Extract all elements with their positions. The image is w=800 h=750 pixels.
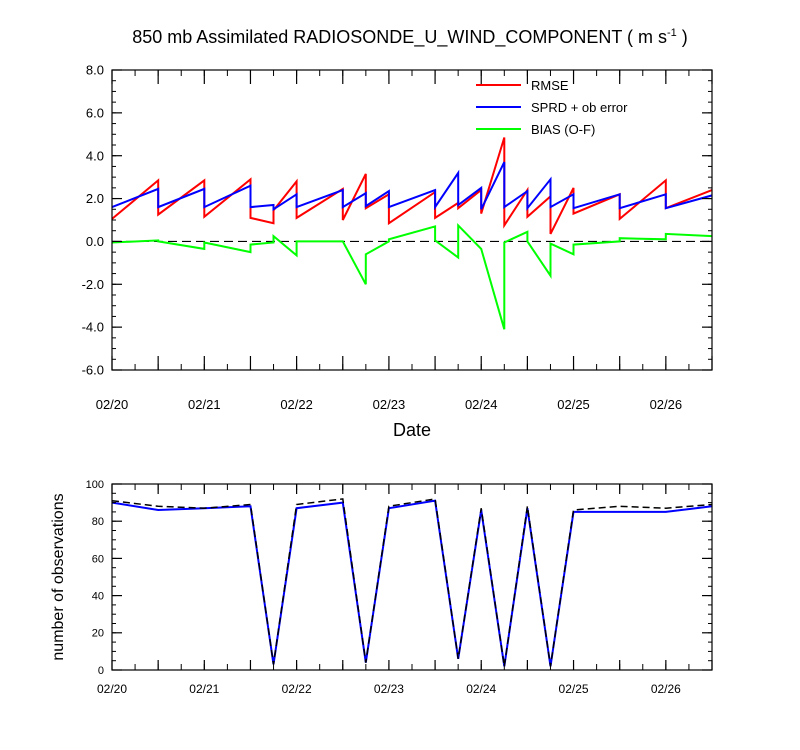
observation-count-panel: 100 80 60 40 20 0 02/20 02/21 02/22 02/23 02/24 02/… — [50, 479, 713, 696]
top-axes: 8.0 6.0 4.0 2.0 0.0 -2.0 -4.0 -6.0 02/20 02/21 02/… — [82, 63, 713, 412]
y-tick-label: 20 — [92, 628, 104, 640]
legend-label-rmse: RMSE — [531, 78, 569, 93]
y-tick-label: 0 — [98, 665, 104, 677]
series-line-sprd-ob-error — [112, 161, 712, 212]
y-tick-label: -2.0 — [82, 277, 104, 292]
x-tick-label: 02/20 — [97, 682, 127, 696]
legend-label-sprd-ob-error: SPRD + ob error — [531, 100, 628, 115]
y-tick-label: 40 — [92, 590, 104, 602]
y-tick-label: 2.0 — [86, 191, 104, 206]
top-plot-area — [112, 137, 712, 330]
y-tick-label: 100 — [86, 479, 104, 491]
x-tick-label: 02/20 — [96, 397, 129, 412]
chart-title: 850 mb Assimilated RADIOSONDE_U_WIND_COM… — [132, 27, 688, 48]
x-tick-label: 02/26 — [651, 682, 681, 696]
chart-title-units-superscript: -1 — [667, 27, 677, 39]
y-tick-label: 8.0 — [86, 63, 104, 78]
y-tick-label: 6.0 — [86, 105, 104, 120]
x-tick-label: 02/24 — [466, 682, 496, 696]
x-tick-label: 02/25 — [559, 682, 589, 696]
x-tick-label: 02/23 — [373, 397, 406, 412]
y-tick-label: -4.0 — [82, 320, 104, 335]
x-tick-label: 02/22 — [282, 682, 312, 696]
series-line-rmse — [112, 137, 712, 235]
x-tick-label: 02/21 — [189, 682, 219, 696]
chart-title-close: ) — [677, 27, 688, 47]
chart-title-text: 850 mb Assimilated RADIOSONDE_U_WIND_COM… — [132, 27, 667, 48]
y-axis-label-observations: number of observations — [50, 493, 67, 660]
y-tick-label: 4.0 — [86, 148, 104, 163]
bottom-axes: 100 80 60 40 20 0 02/20 02/21 02/22 02/23 02/24 02/… — [86, 479, 713, 696]
x-tick-label: 02/23 — [374, 682, 404, 696]
bottom-plot-area — [112, 498, 712, 667]
y-tick-label: -6.0 — [82, 363, 104, 378]
x-tick-label: 02/26 — [650, 397, 683, 412]
y-tick-label: 0.0 — [86, 234, 104, 249]
legend: RMSE SPRD + ob error BIAS (O-F) — [476, 78, 628, 137]
series-line-observations-used — [112, 499, 712, 667]
y-tick-label: 80 — [92, 516, 104, 528]
rmse-spread-bias-panel: 850 mb Assimilated RADIOSONDE_U_WIND_COM… — [82, 27, 713, 440]
x-tick-label: 02/22 — [280, 397, 313, 412]
x-tick-label: 02/25 — [557, 397, 590, 412]
x-tick-label: 02/24 — [465, 397, 498, 412]
series-line-observations-possible — [112, 498, 712, 667]
x-tick-label: 02/21 — [188, 397, 221, 412]
x-axis-label: Date — [393, 420, 431, 440]
plot-frame — [111, 69, 713, 371]
y-tick-label: 60 — [92, 553, 104, 565]
series-line-bias-o-f — [112, 222, 712, 330]
legend-label-bias-o-f: BIAS (O-F) — [531, 122, 595, 137]
